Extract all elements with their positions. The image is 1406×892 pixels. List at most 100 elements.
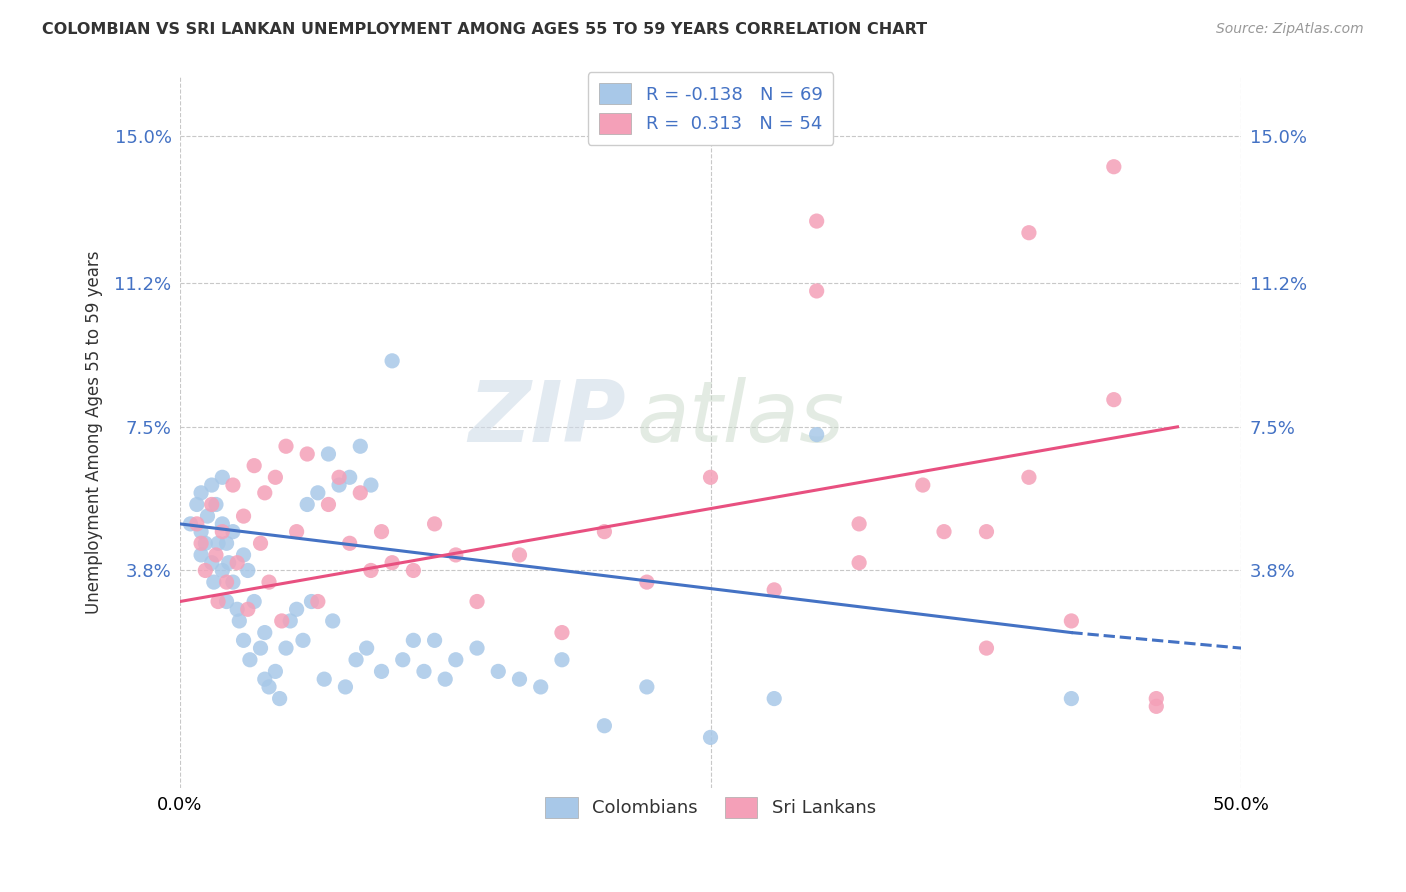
Point — [360, 564, 382, 578]
Point — [190, 485, 212, 500]
Point — [699, 470, 721, 484]
Point — [270, 614, 292, 628]
Point — [232, 633, 254, 648]
Point — [434, 672, 457, 686]
Point — [285, 524, 308, 539]
Point — [205, 498, 228, 512]
Point — [197, 509, 219, 524]
Point — [423, 633, 446, 648]
Point — [551, 653, 574, 667]
Point — [222, 575, 245, 590]
Point — [699, 731, 721, 745]
Point — [465, 641, 488, 656]
Point — [530, 680, 553, 694]
Point — [201, 498, 224, 512]
Point — [402, 633, 425, 648]
Point — [593, 524, 616, 539]
Point — [486, 665, 509, 679]
Point — [1060, 614, 1083, 628]
Text: atlas: atlas — [637, 377, 844, 460]
Point — [806, 427, 828, 442]
Point — [806, 284, 828, 298]
Point — [322, 614, 344, 628]
Point — [465, 594, 488, 608]
Point — [1060, 691, 1083, 706]
Point — [1102, 392, 1125, 407]
Point — [222, 478, 245, 492]
Point — [551, 625, 574, 640]
Point — [186, 498, 208, 512]
Point — [228, 614, 250, 628]
Point — [1144, 699, 1167, 714]
Point — [215, 536, 238, 550]
Point — [349, 485, 371, 500]
Point — [402, 564, 425, 578]
Y-axis label: Unemployment Among Ages 55 to 59 years: Unemployment Among Ages 55 to 59 years — [86, 251, 103, 615]
Point — [360, 478, 382, 492]
Point — [274, 439, 297, 453]
Point — [763, 691, 786, 706]
Point — [976, 524, 998, 539]
Point — [911, 478, 934, 492]
Point — [211, 524, 233, 539]
Point — [253, 625, 276, 640]
Point — [423, 516, 446, 531]
Point — [328, 470, 350, 484]
Point — [236, 564, 259, 578]
Point — [1102, 160, 1125, 174]
Point — [335, 680, 357, 694]
Point — [236, 602, 259, 616]
Point — [239, 653, 262, 667]
Point — [222, 524, 245, 539]
Point — [636, 575, 658, 590]
Point — [356, 641, 378, 656]
Point — [207, 594, 229, 608]
Point — [297, 498, 319, 512]
Point — [243, 594, 266, 608]
Point — [297, 447, 319, 461]
Point — [344, 653, 367, 667]
Point — [381, 354, 404, 368]
Point — [215, 594, 238, 608]
Point — [249, 641, 271, 656]
Point — [328, 478, 350, 492]
Point — [370, 524, 392, 539]
Point — [318, 498, 340, 512]
Point — [339, 470, 361, 484]
Point — [211, 516, 233, 531]
Point — [339, 536, 361, 550]
Point — [194, 564, 217, 578]
Point — [1018, 226, 1040, 240]
Point — [444, 548, 467, 562]
Legend: Colombians, Sri Lankans: Colombians, Sri Lankans — [538, 789, 883, 825]
Point — [1018, 470, 1040, 484]
Point — [593, 719, 616, 733]
Point — [211, 470, 233, 484]
Point — [264, 470, 287, 484]
Point — [205, 548, 228, 562]
Point — [243, 458, 266, 473]
Point — [307, 594, 329, 608]
Point — [636, 680, 658, 694]
Point — [848, 516, 870, 531]
Point — [190, 524, 212, 539]
Point — [976, 641, 998, 656]
Point — [278, 614, 301, 628]
Point — [291, 633, 314, 648]
Point — [253, 672, 276, 686]
Point — [318, 447, 340, 461]
Point — [190, 536, 212, 550]
Point — [285, 602, 308, 616]
Point — [848, 556, 870, 570]
Point — [381, 556, 404, 570]
Point — [508, 672, 530, 686]
Point — [370, 665, 392, 679]
Point — [806, 214, 828, 228]
Point — [253, 485, 276, 500]
Point — [226, 556, 249, 570]
Point — [301, 594, 323, 608]
Point — [186, 516, 208, 531]
Text: ZIP: ZIP — [468, 377, 626, 460]
Point — [232, 548, 254, 562]
Point — [314, 672, 336, 686]
